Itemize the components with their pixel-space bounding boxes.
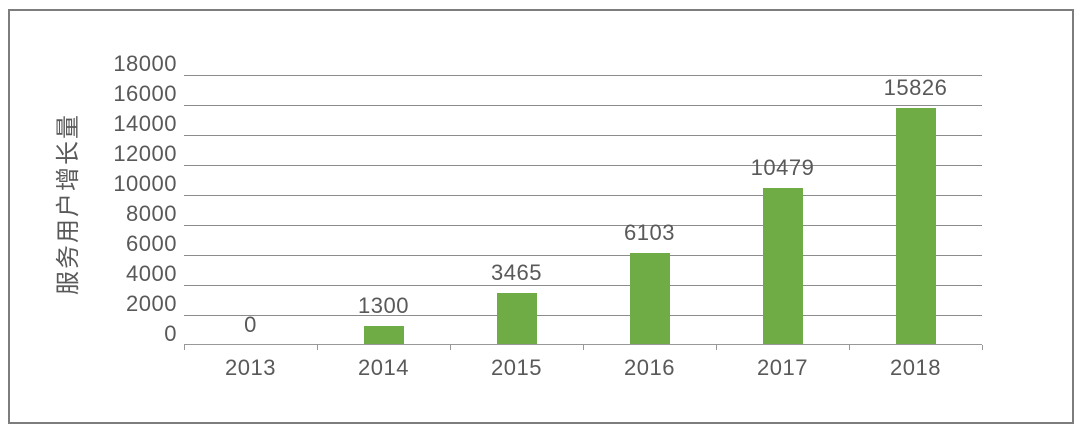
y-axis-tick-label: 14000 — [113, 111, 177, 136]
x-axis-label-2014: 2014 — [358, 355, 409, 380]
y-axis-tick-label: 16000 — [113, 81, 177, 106]
gridline — [184, 225, 982, 226]
data-label-2015: 3465 — [491, 260, 542, 286]
y-axis-tick-label: 2000 — [126, 291, 177, 316]
y-axis-tick-label: 8000 — [126, 201, 177, 226]
x-axis-tick — [848, 345, 850, 350]
plot-area: 0 1300 3465 6103 10479 15826 2013 2014 2015 2016… — [183, 75, 983, 380]
gridline — [184, 195, 982, 196]
gridline — [184, 75, 982, 76]
x-axis-label-2015: 2015 — [491, 355, 542, 380]
x-axis-tick — [981, 345, 983, 350]
y-axis-tick-label: 4000 — [126, 261, 177, 286]
y-axis-tick-label: 18000 — [113, 51, 177, 76]
gridline — [184, 285, 982, 286]
y-axis-tick-label: 0 — [164, 321, 177, 346]
y-axis-tick-label: 6000 — [126, 231, 177, 256]
bar-2016 — [629, 253, 670, 345]
x-axis-label-2018: 2018 — [890, 355, 941, 380]
data-label-2014: 1300 — [358, 292, 409, 318]
x-axis-label-2017: 2017 — [757, 355, 808, 380]
chart-frame: 服务用户增长量 0 1300 3465 6103 10479 15826 2013 2014… — [8, 9, 1074, 424]
data-label-2013: 0 — [244, 312, 257, 337]
x-axis-label-2016: 2016 — [624, 355, 675, 380]
gridline — [184, 315, 982, 316]
x-axis-tick — [316, 345, 318, 350]
x-axis-tick — [582, 345, 584, 350]
y-axis-tick-label: 10000 — [113, 171, 177, 196]
bar-2017 — [762, 187, 803, 345]
x-axis-line — [184, 343, 982, 345]
x-axis-label-2013: 2013 — [225, 355, 276, 380]
y-axis-tick-label: 12000 — [113, 141, 177, 166]
gridline — [184, 135, 982, 136]
x-axis-tick — [715, 345, 717, 350]
x-axis-tick — [183, 345, 185, 350]
gridline — [184, 165, 982, 166]
data-label-2017: 10479 — [750, 154, 815, 180]
gridline — [184, 105, 982, 106]
data-label-2018: 15826 — [883, 74, 948, 100]
x-axis-tick — [449, 345, 451, 350]
bar-2018 — [895, 107, 936, 345]
gridline — [184, 255, 982, 256]
data-label-2016: 6103 — [624, 220, 675, 246]
bar-2014 — [363, 325, 404, 345]
bar-2015 — [496, 293, 537, 345]
